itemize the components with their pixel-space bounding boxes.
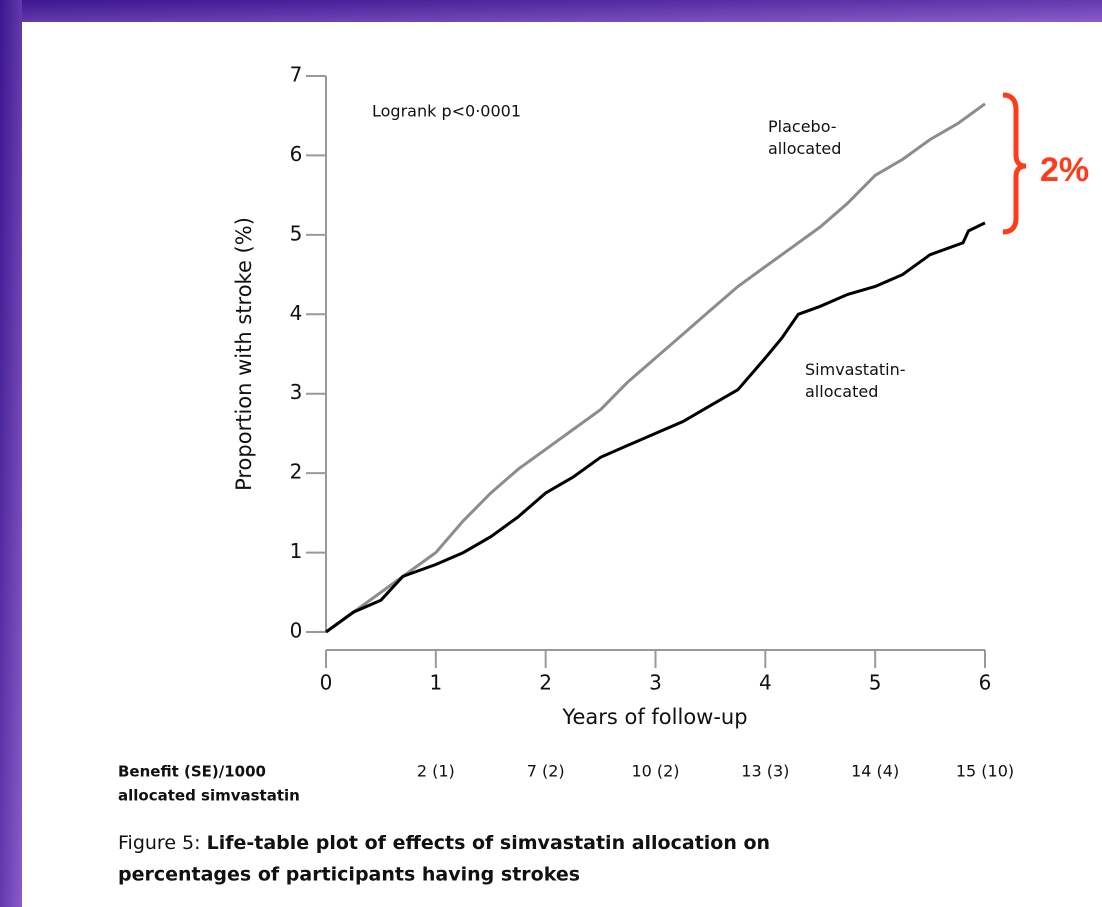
y-tick-label: 7 (290, 63, 303, 87)
caption-text: percentages of participants having strok… (118, 864, 580, 886)
benefit-value: 10 (2) (631, 762, 679, 781)
caption-text: Life-table plot of effects of simvastati… (207, 832, 770, 854)
y-tick-label: 2 (290, 460, 303, 484)
y-tick-label: 3 (290, 380, 303, 404)
annotation: 2% (1040, 151, 1089, 189)
x-tick-label: 5 (869, 671, 882, 695)
caption-label: Figure 5: (118, 832, 201, 854)
series-label-line: allocated (805, 382, 878, 401)
y-tick-label: 0 (290, 619, 303, 643)
series-label-line: allocated (768, 139, 841, 158)
x-tick-label: 6 (979, 671, 992, 695)
series-label-line: Placebo- (768, 117, 837, 136)
y-axis-label: Proportion with stroke (%) (232, 217, 256, 491)
benefit-value: 2 (1) (417, 762, 455, 781)
benefit-value: 14 (4) (851, 762, 899, 781)
top-band (0, 0, 1102, 22)
annotation: Logrank p<0·0001 (372, 102, 521, 121)
benefit-value: 7 (2) (527, 762, 565, 781)
x-tick-label: 0 (320, 671, 333, 695)
y-tick-label: 1 (290, 539, 303, 563)
series-label: Simvastatin-allocated (805, 360, 906, 401)
series-line (325, 221, 986, 634)
y-tick-label: 6 (290, 142, 303, 166)
series-label-line: Simvastatin- (805, 360, 906, 379)
y-tick-label: 5 (290, 221, 303, 245)
brace (1002, 92, 1027, 235)
left-band (0, 0, 22, 907)
x-axis-label: Years of follow-up (561, 705, 747, 729)
caption: Figure 5: Life-table plot of effects of … (118, 832, 770, 854)
x-tick-label: 2 (539, 671, 552, 695)
benefit-label: Benefit (SE)/1000 (118, 763, 266, 781)
benefit-label: allocated simvastatin (118, 787, 300, 805)
x-tick-label: 1 (429, 671, 442, 695)
benefit-value: 13 (3) (741, 762, 789, 781)
x-tick-label: 3 (649, 671, 662, 695)
series-label: Placebo-allocated (768, 117, 841, 158)
x-tick-label: 4 (759, 671, 772, 695)
series-line (325, 102, 986, 634)
y-tick-label: 4 (290, 301, 303, 325)
benefit-value: 15 (10) (956, 762, 1014, 781)
